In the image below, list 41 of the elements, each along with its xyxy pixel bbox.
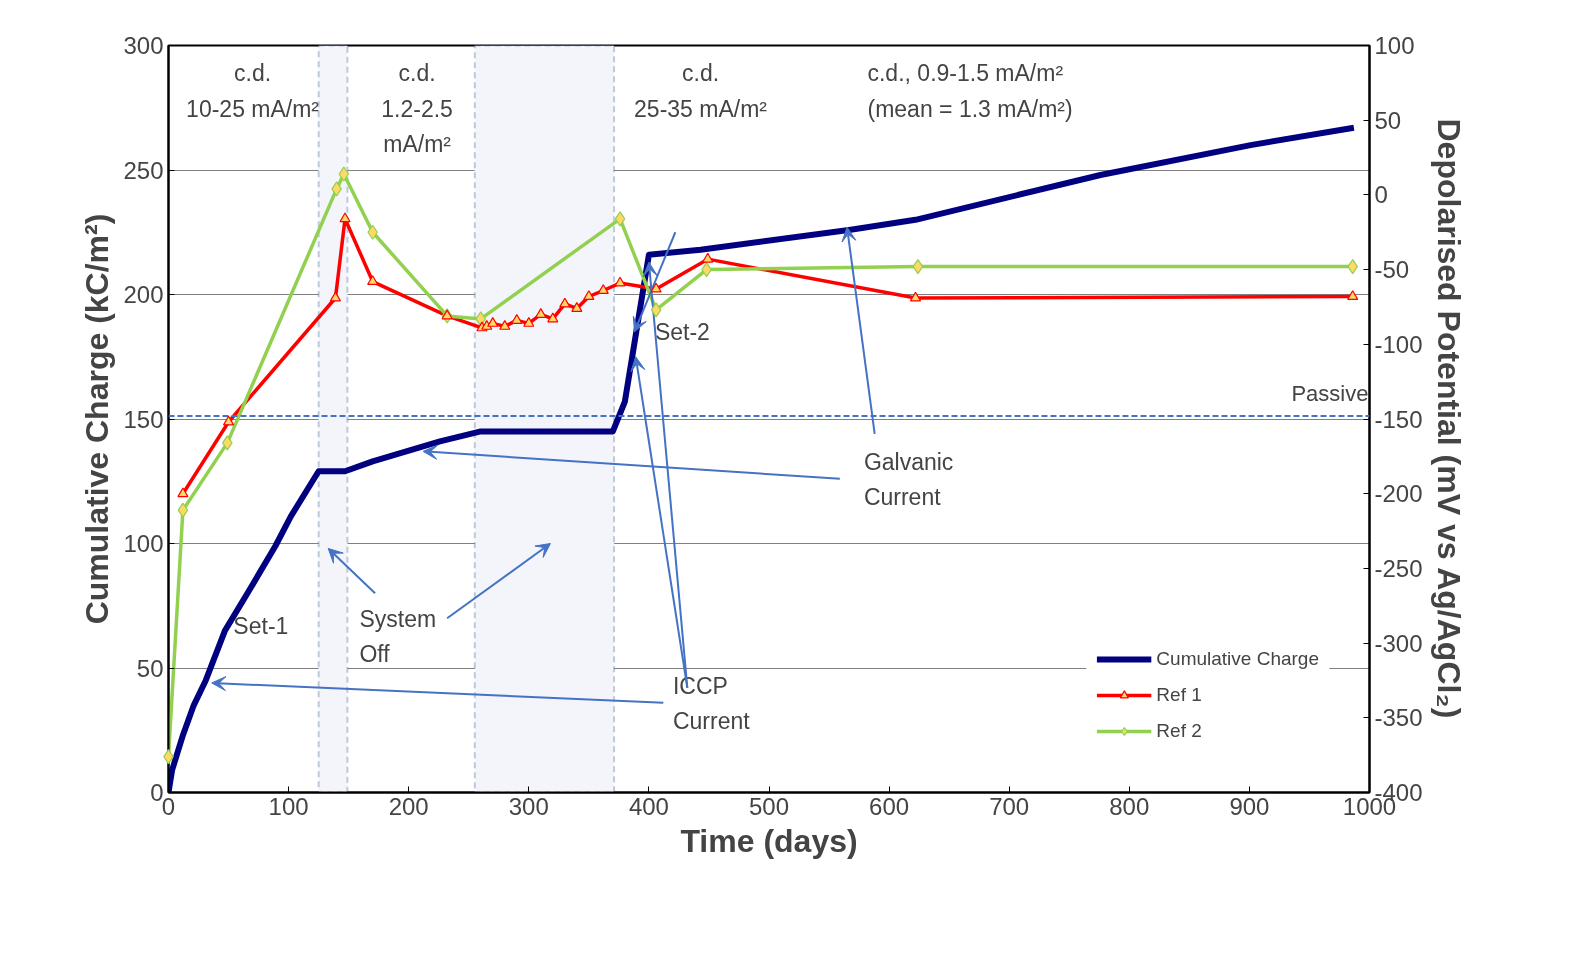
- y-tick-label: 50: [136, 654, 164, 682]
- annotation: c.d., 0.9-1.5 mA/m² (mean = 1.3 mA/m²): [867, 60, 1073, 122]
- y2-tick-label: -250: [1374, 554, 1423, 582]
- y2-tick-label: 100: [1374, 32, 1415, 59]
- x-tick-label: 400: [628, 792, 669, 820]
- y2-tick-label: -350: [1374, 704, 1423, 732]
- annotation: System Off: [359, 605, 437, 667]
- y-axis-title: Cumulative Charge (kC/m²): [79, 213, 116, 625]
- annotation: c.d. 1.2-2.5 mA/m²: [381, 60, 453, 157]
- ref-line-label: Passive: [1291, 381, 1369, 407]
- annotation: c.d. 10-25 mA/m²: [186, 60, 320, 122]
- x-axis-title: Time (days): [680, 822, 858, 859]
- y2-tick-label: -300: [1374, 629, 1423, 657]
- annotation: Set-1: [233, 613, 289, 640]
- y2-tick-label: 0: [1374, 181, 1388, 209]
- y-tick-label: 300: [123, 32, 164, 59]
- x-tick-label: 300: [508, 792, 549, 820]
- y2-tick-label: -100: [1374, 330, 1423, 358]
- x-tick-label: 200: [388, 792, 429, 820]
- x-tick-label: 600: [869, 792, 910, 820]
- annotation: ICCP Current: [672, 672, 751, 735]
- y-tick-label: 250: [123, 156, 164, 184]
- annotation: Set-2: [654, 319, 710, 346]
- y-tick-label: 200: [123, 281, 164, 308]
- y2-axis-title: Depolarised Potential (mV vs Ag/AgCl₂): [1430, 118, 1467, 719]
- legend-label: Ref 2: [1156, 720, 1202, 742]
- legend-label: Ref 1: [1156, 684, 1202, 706]
- y2-tick-label: -50: [1374, 256, 1410, 284]
- x-tick-label: 800: [1109, 792, 1150, 820]
- x-tick-label: 100: [268, 792, 309, 820]
- legend-label: Cumulative Charge: [1156, 648, 1319, 670]
- y2-tick-label: -150: [1374, 405, 1423, 433]
- y-tick-label: 100: [123, 530, 164, 557]
- y2-tick-label: 50: [1374, 106, 1402, 134]
- x-tick-label: 900: [1229, 792, 1270, 820]
- annotation: c.d. 25-35 mA/m²: [634, 60, 768, 122]
- x-tick-label: 500: [748, 792, 790, 820]
- x-tick-label: 700: [989, 792, 1030, 820]
- annotation: Galvanic Current: [863, 448, 954, 510]
- y2-tick-label: -200: [1374, 480, 1423, 508]
- y-tick-label: 150: [123, 405, 164, 433]
